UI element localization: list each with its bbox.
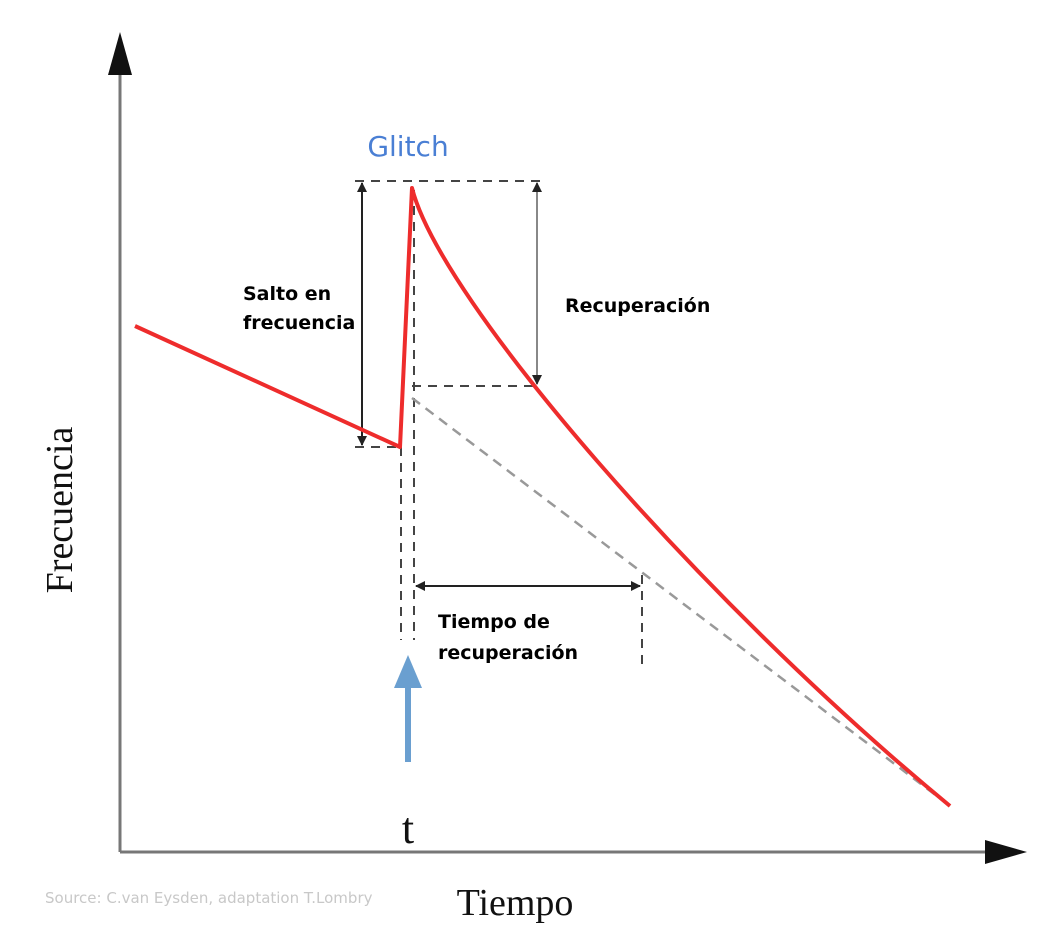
y-axis-arrow [108,32,132,75]
jump-label-line: frecuencia [243,312,355,334]
guide-lines [355,180,643,670]
y-axis-label: Frecuencia [39,427,81,594]
glitch-label: Glitch [367,130,448,163]
recovery-label: Recuperación [565,295,710,317]
recovery-time-label: Tiempo de recuperación [438,611,578,664]
recovery-time-line: Tiempo de [438,611,550,633]
extrapolated-trend [411,397,951,807]
x-axis-label: Tiempo [457,882,574,924]
frequency-curve [134,186,952,808]
jump-label: Salto en frecuencia [243,283,355,334]
recovery-time-line: recuperación [438,642,578,664]
x-axis-arrow [985,840,1027,864]
source-note: Source: C.van Eysden, adaptation T.Lombr… [45,889,373,907]
jump-label-line: Salto en [243,283,331,305]
time-marker: t [402,804,414,853]
glitch-time-arrowhead [394,655,422,688]
